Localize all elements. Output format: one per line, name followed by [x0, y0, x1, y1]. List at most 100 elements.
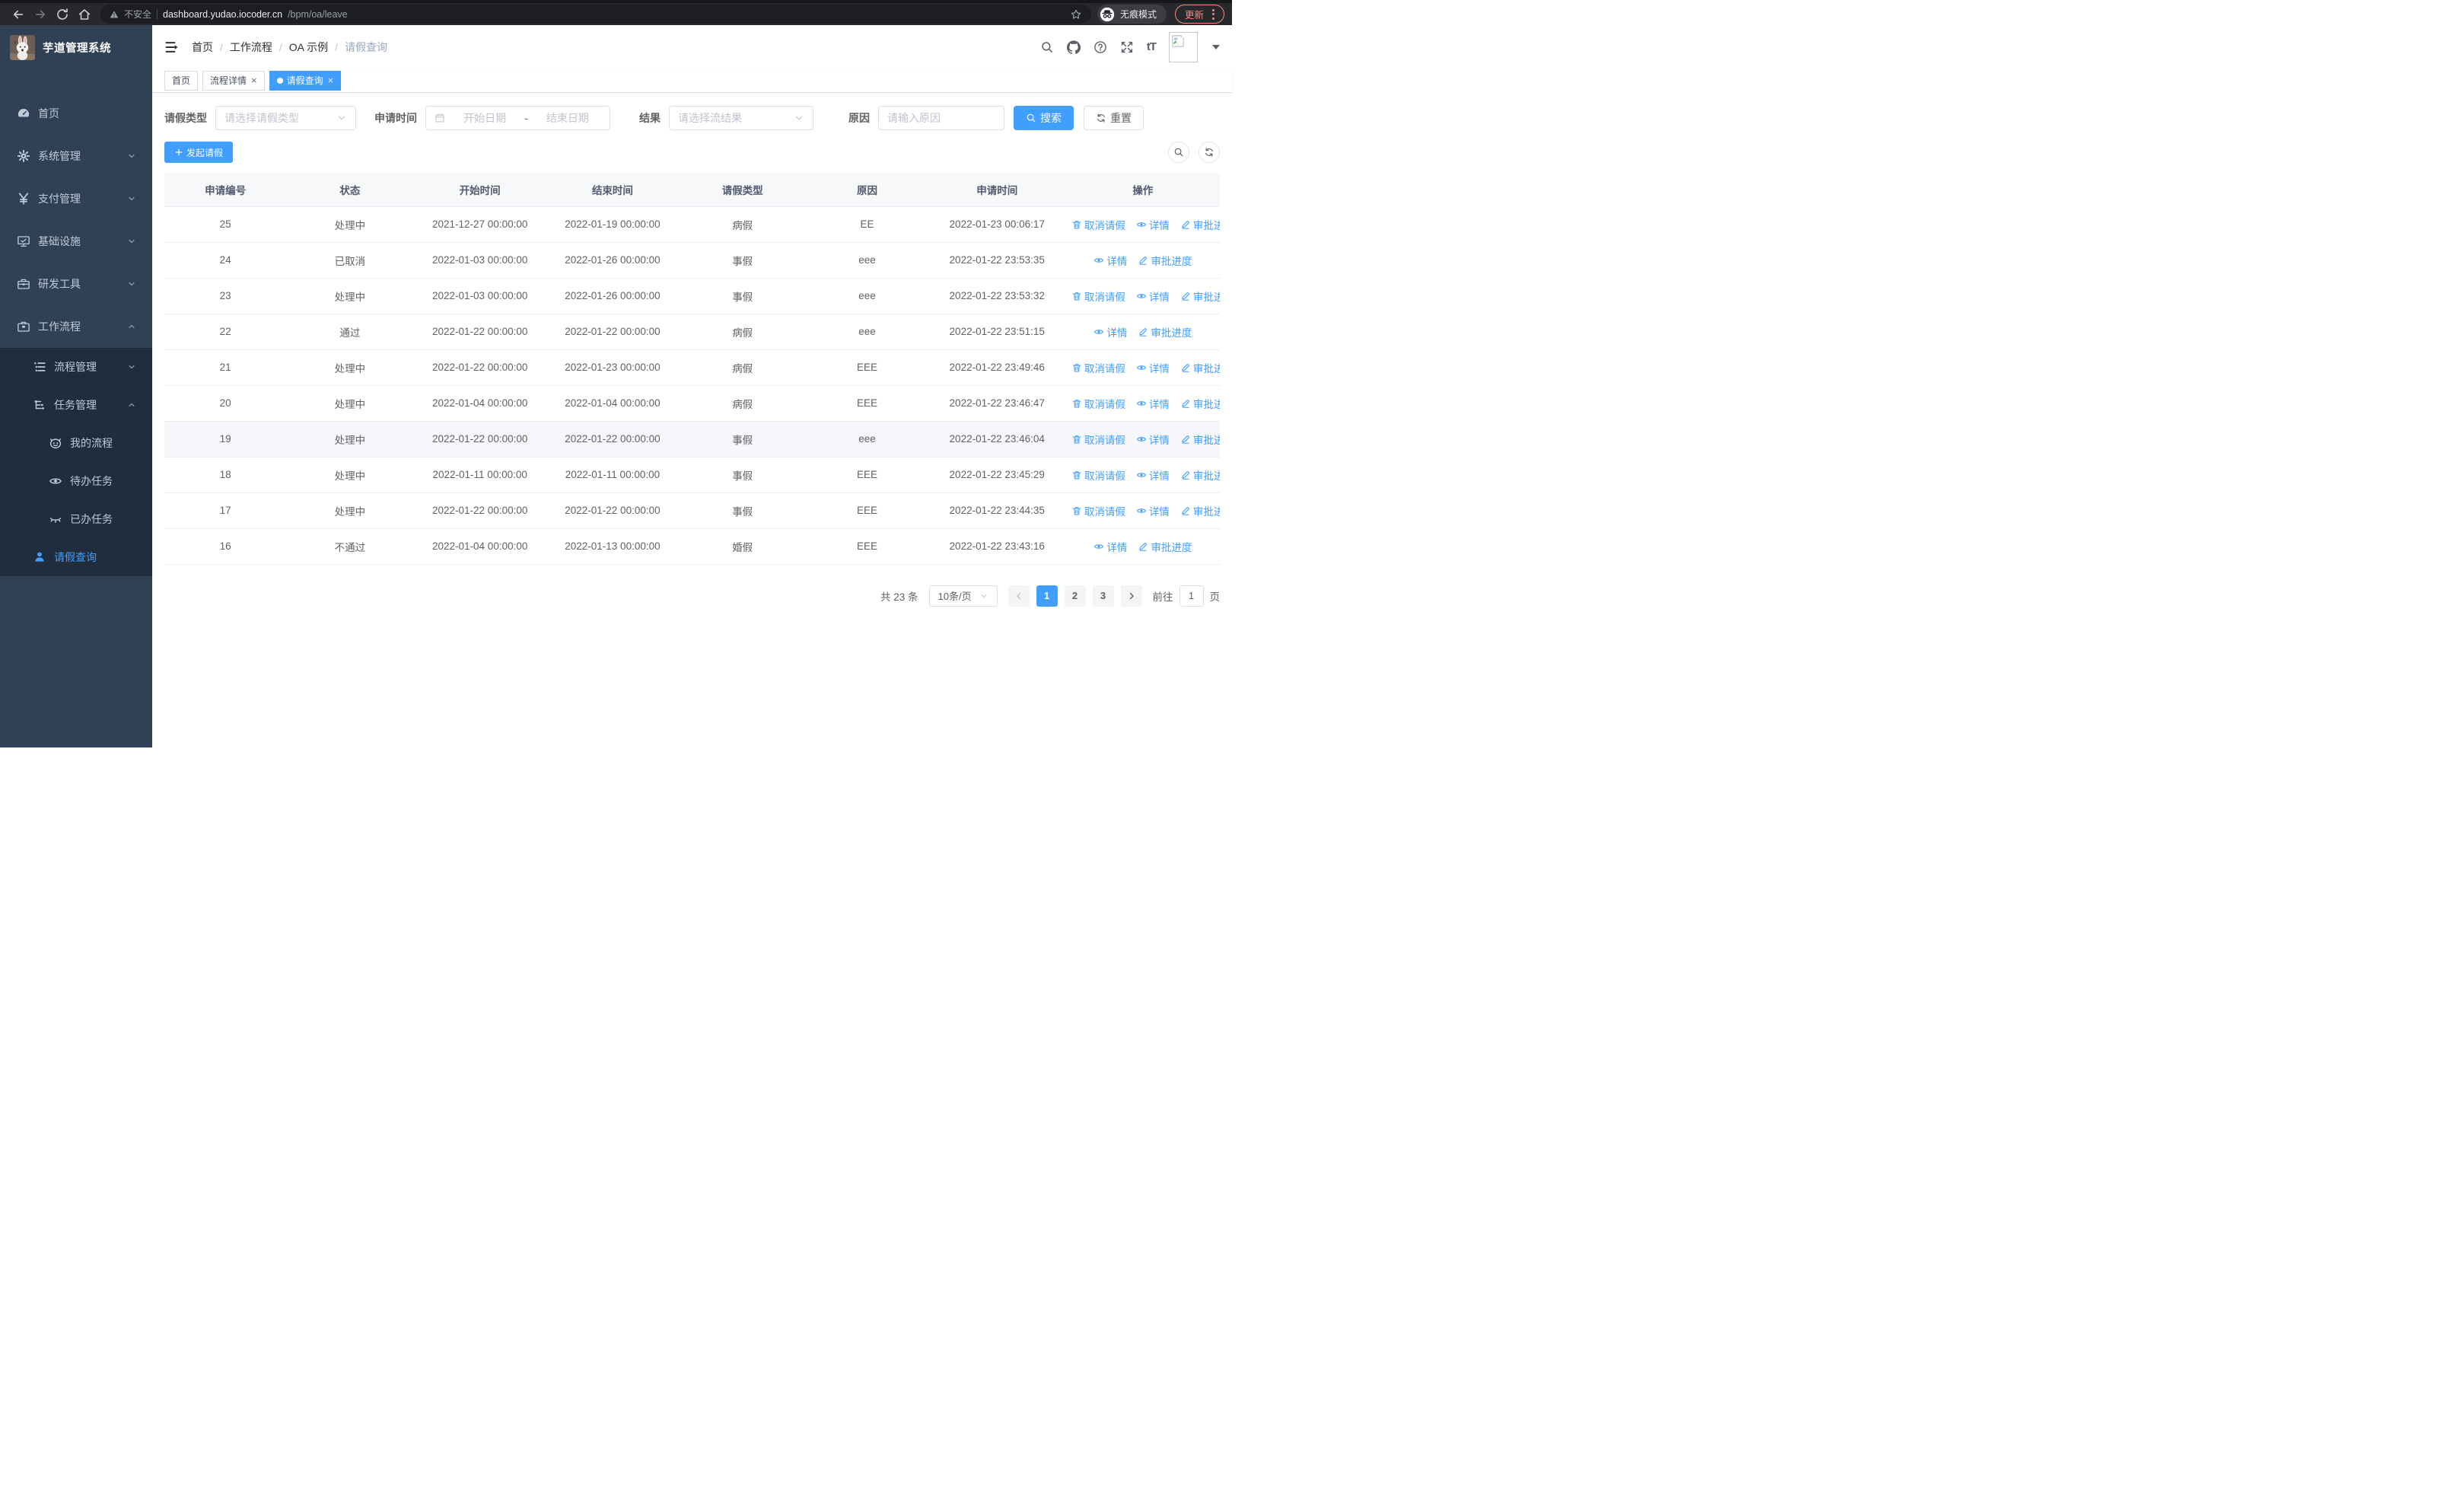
reset-button[interactable]: 重置 — [1084, 106, 1144, 130]
sidebar-item-task-mgmt[interactable]: 任务管理 — [0, 386, 152, 424]
progress-action-link[interactable]: 审批进度 — [1180, 467, 1220, 483]
cancel-action-link[interactable]: 取消请假 — [1071, 217, 1125, 232]
cancel-action-link[interactable]: 取消请假 — [1071, 503, 1125, 518]
user-avatar[interactable] — [1169, 31, 1198, 62]
progress-action-link[interactable]: 审批进度 — [1180, 503, 1220, 518]
sidebar-item-my-process[interactable]: 我的流程 — [0, 424, 152, 462]
sidebar-item-label: 待办任务 — [70, 475, 113, 487]
browser-menu-icon[interactable] — [1212, 8, 1214, 20]
reason-input[interactable] — [887, 112, 995, 124]
cell-status: 处理中 — [286, 349, 414, 386]
user-menu-caret-icon[interactable] — [1212, 44, 1220, 49]
search-button[interactable]: 搜索 — [1014, 106, 1074, 130]
sidebar-item-payment[interactable]: 支付管理 — [0, 177, 152, 220]
detail-action-link[interactable]: 详情 — [1094, 539, 1127, 554]
breadcrumb-oa-example[interactable]: OA 示例 — [288, 40, 329, 53]
next-page-button[interactable] — [1120, 585, 1142, 607]
detail-action-link[interactable]: 详情 — [1136, 432, 1170, 447]
page-button-1[interactable]: 1 — [1036, 585, 1058, 607]
sidebar-item-home[interactable]: 首页 — [0, 92, 152, 135]
progress-action-link[interactable]: 审批进度 — [1180, 360, 1220, 375]
cancel-action-link[interactable]: 取消请假 — [1071, 467, 1125, 483]
apply-time-range-picker[interactable]: 开始日期 - 结束日期 — [425, 106, 610, 130]
sidebar-item-process-mgmt[interactable]: 流程管理 — [0, 348, 152, 386]
page-button-3[interactable]: 3 — [1092, 585, 1114, 607]
result-select[interactable]: 请选择流结果 — [669, 106, 813, 130]
github-icon[interactable] — [1067, 40, 1081, 54]
action-label: 取消请假 — [1084, 291, 1125, 303]
reason-input-wrap — [878, 106, 1004, 130]
eye-icon — [1136, 291, 1147, 301]
cell-reason: EEE — [806, 492, 928, 529]
page-size-select[interactable]: 10条/页 — [928, 585, 998, 607]
detail-action-link[interactable]: 详情 — [1136, 360, 1170, 375]
progress-action-link[interactable]: 审批进度 — [1180, 288, 1220, 304]
goto-label: 前往 — [1152, 591, 1173, 603]
progress-action-link[interactable]: 审批进度 — [1180, 432, 1220, 447]
detail-action-link[interactable]: 详情 — [1136, 288, 1170, 304]
prev-page-button[interactable] — [1008, 585, 1030, 607]
detail-action-link[interactable]: 详情 — [1094, 253, 1127, 268]
browser-home-button[interactable] — [74, 4, 94, 24]
help-icon[interactable] — [1094, 40, 1107, 54]
breadcrumb-workflow[interactable]: 工作流程 — [229, 40, 272, 53]
goto-unit-label: 页 — [1209, 591, 1221, 603]
progress-action-link[interactable]: 审批进度 — [1180, 396, 1220, 411]
table-row: 22 通过 2022-01-22 00:00:00 2022-01-22 00:00:… — [164, 314, 1220, 350]
cell-id: 25 — [164, 206, 287, 243]
browser-reload-button[interactable] — [52, 4, 72, 24]
cancel-action-link[interactable]: 取消请假 — [1071, 288, 1125, 304]
cell-status: 处理中 — [286, 421, 414, 457]
leave-type-select[interactable]: 请选择请假类型 — [215, 106, 356, 130]
cancel-action-link[interactable]: 取消请假 — [1071, 360, 1125, 375]
progress-action-link[interactable]: 审批进度 — [1180, 217, 1220, 232]
search-icon[interactable] — [1040, 40, 1054, 54]
collapse-sidebar-icon[interactable] — [164, 40, 180, 55]
address-bar[interactable]: 不安全 dashboard.yudao.iocoder.cn/bpm/oa/le… — [100, 5, 1091, 24]
trash-icon — [1071, 470, 1082, 480]
sidebar-menu: 首页 系统管理 支付管理 基础设施 研发工具 工作流程 流程管理 任务管理 我的流程待办任务已办… — [0, 92, 152, 576]
page-button-2[interactable]: 2 — [1064, 585, 1086, 607]
browser-update-button[interactable]: 更新 — [1174, 5, 1224, 24]
breadcrumb-home[interactable]: 首页 — [192, 40, 213, 53]
detail-action-link[interactable]: 详情 — [1136, 503, 1170, 518]
create-leave-button[interactable]: 发起请假 — [164, 142, 234, 163]
progress-action-link[interactable]: 审批进度 — [1138, 324, 1192, 339]
breadcrumb-separator: / — [335, 40, 339, 53]
tab-流程详情[interactable]: 流程详情 × — [202, 70, 265, 91]
progress-action-link[interactable]: 审批进度 — [1138, 539, 1192, 554]
sidebar-item-done-tasks[interactable]: 已办任务 — [0, 500, 152, 538]
tab-首页[interactable]: 首页 — [164, 70, 199, 91]
sidebar-item-devtools[interactable]: 研发工具 — [0, 263, 152, 305]
refresh-table-button[interactable] — [1199, 142, 1220, 163]
fullscreen-icon[interactable] — [1120, 40, 1134, 54]
sidebar-item-todo-tasks[interactable]: 待办任务 — [0, 462, 152, 500]
sidebar-item-system[interactable]: 系统管理 — [0, 135, 152, 177]
sidebar-item-workflow[interactable]: 工作流程 — [0, 305, 152, 348]
eye-icon — [1136, 398, 1147, 409]
browser-back-button[interactable] — [8, 4, 28, 24]
detail-action-link[interactable]: 详情 — [1094, 324, 1127, 339]
sidebar-item-leave-query[interactable]: 请假查询 — [0, 538, 152, 576]
eye-icon — [1136, 470, 1147, 480]
detail-action-link[interactable]: 详情 — [1136, 467, 1170, 483]
security-warning-icon — [110, 10, 119, 19]
detail-action-link[interactable]: 详情 — [1136, 396, 1170, 411]
detail-action-link[interactable]: 详情 — [1136, 217, 1170, 232]
action-label: 取消请假 — [1084, 470, 1125, 482]
sidebar-item-infra[interactable]: 基础设施 — [0, 220, 152, 263]
toggle-search-button[interactable] — [1168, 142, 1189, 163]
cancel-action-link[interactable]: 取消请假 — [1071, 432, 1125, 447]
cell-apply-time: 2022-01-22 23:49:46 — [928, 349, 1066, 386]
browser-forward-button[interactable] — [30, 4, 50, 24]
chevron-down-icon — [127, 151, 136, 161]
goto-page-input[interactable] — [1179, 585, 1204, 607]
font-size-icon[interactable]: tT — [1146, 40, 1157, 53]
progress-action-link[interactable]: 审批进度 — [1138, 253, 1192, 268]
action-label: 详情 — [1148, 398, 1170, 410]
close-icon[interactable]: × — [251, 75, 257, 86]
bookmark-star-icon[interactable] — [1070, 8, 1082, 21]
close-icon[interactable]: × — [327, 75, 334, 86]
cancel-action-link[interactable]: 取消请假 — [1071, 396, 1125, 411]
tab-请假查询[interactable]: 请假查询 × — [269, 70, 342, 91]
